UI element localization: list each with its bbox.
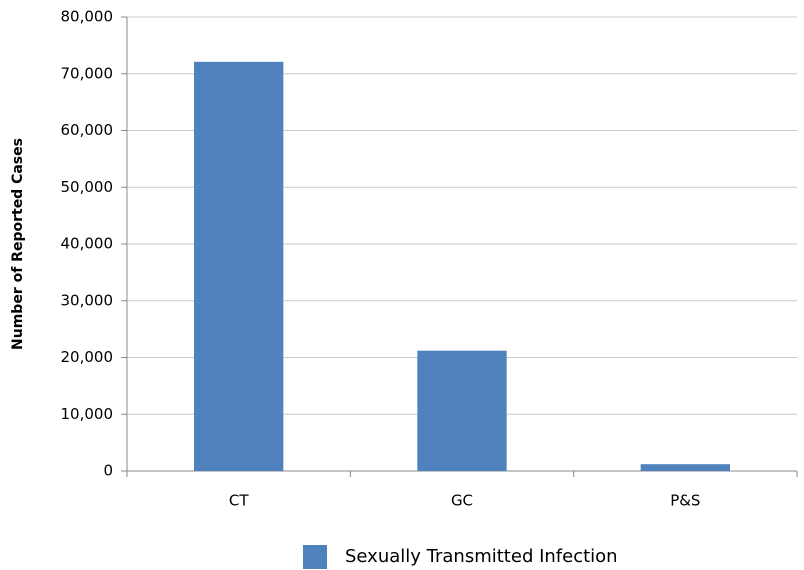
y-tick-label: 50,000: [61, 178, 114, 196]
bar: [194, 61, 284, 472]
y-tick-label: 40,000: [61, 235, 114, 253]
y-tick-label: 0: [103, 462, 113, 480]
legend-label: Sexually Transmitted Infection: [345, 546, 618, 567]
bar: [640, 464, 730, 471]
y-tick-label: 60,000: [61, 121, 114, 139]
x-tick-label: GC: [451, 492, 473, 510]
y-tick-label: 30,000: [61, 291, 114, 309]
y-tick-label: 80,000: [61, 8, 114, 26]
bar: [417, 350, 507, 471]
legend-swatch: [303, 545, 327, 569]
y-tick-label: 10,000: [61, 405, 114, 423]
y-tick-label: 20,000: [61, 348, 114, 366]
x-tick-label: CT: [229, 492, 249, 510]
y-axis-label: Number of Reported Cases: [10, 138, 26, 350]
y-tick-label: 70,000: [61, 64, 114, 82]
x-tick-label: P&S: [670, 492, 700, 510]
